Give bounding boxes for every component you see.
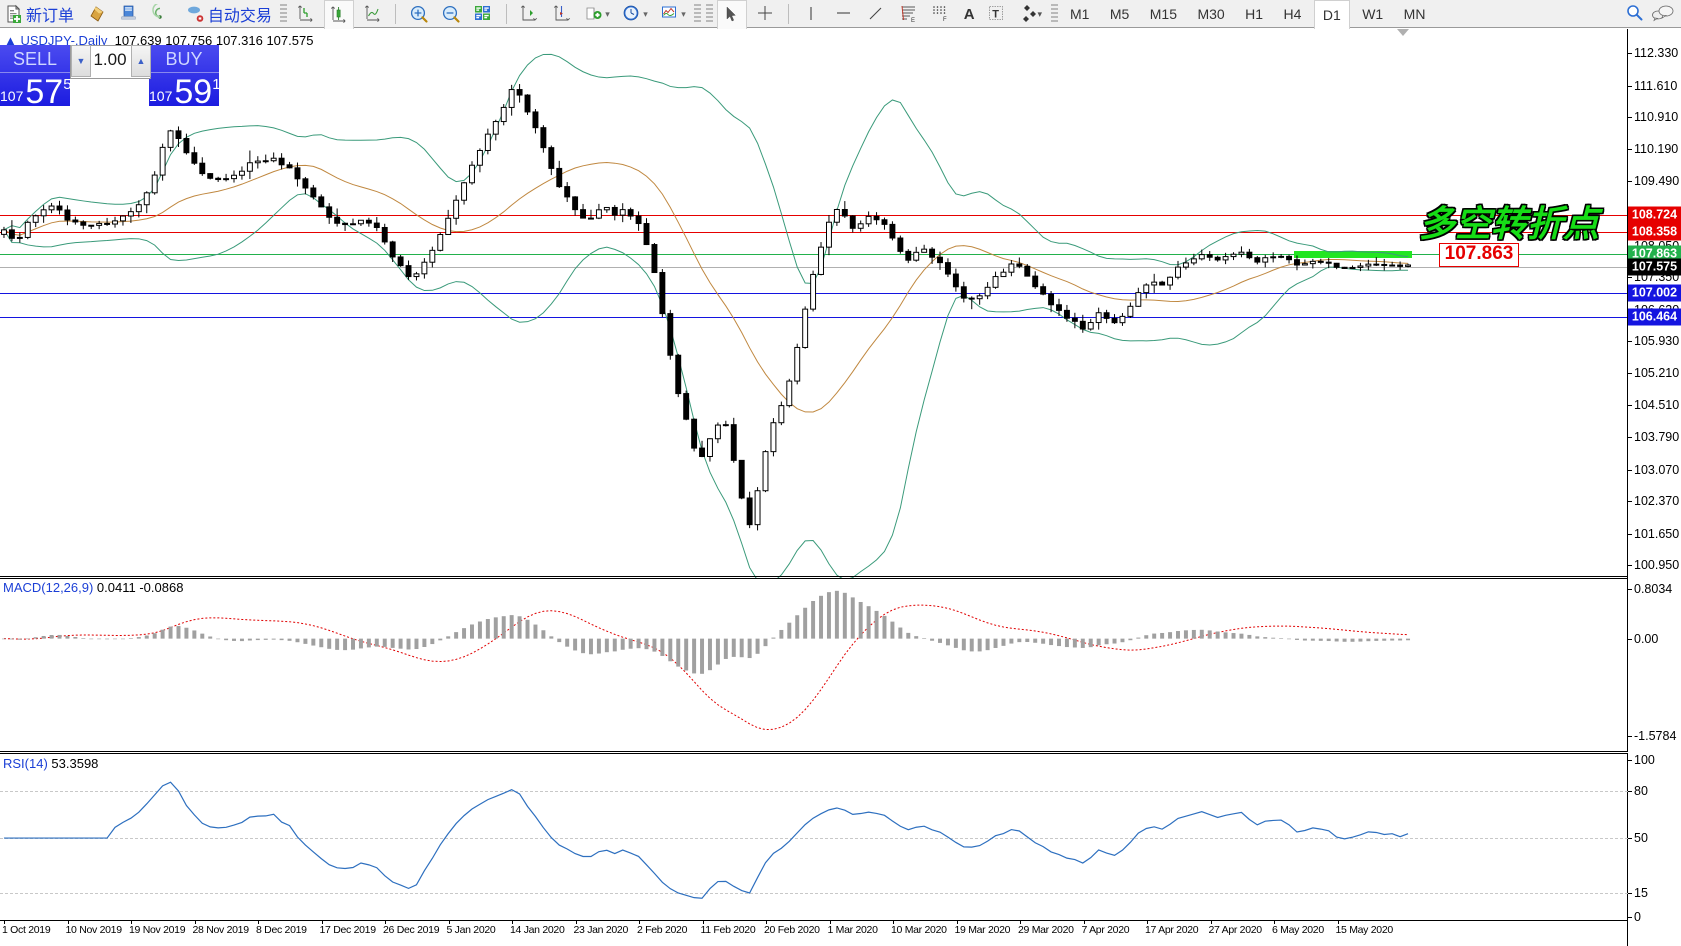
- svg-text:E: E: [911, 18, 915, 24]
- svg-text:F: F: [943, 17, 947, 23]
- svg-text:T: T: [992, 9, 999, 21]
